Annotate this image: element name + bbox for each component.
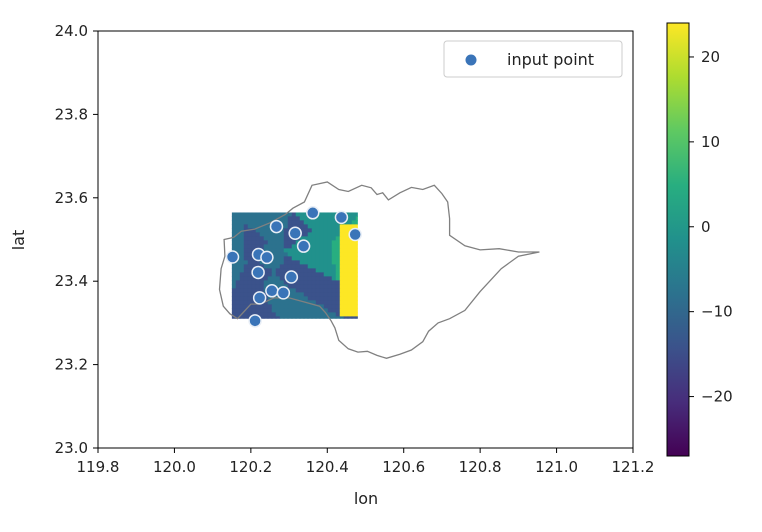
y-tick-label: 23.0 [55,439,88,457]
colorbar: 20 10 0 −10 −20 [666,22,733,457]
scatter-points-layer [225,206,362,328]
x-tick-label: 120.6 [382,458,425,476]
legend-label: input point [507,50,594,69]
x-tick-label: 120.0 [153,458,196,476]
axes-layer: 119.8 120.0 120.2 120.4 120.6 120.8 121.0 121.2… [55,22,655,476]
x-axis-label: lon [354,489,378,508]
input-point [251,265,265,280]
x-tick-label: 119.8 [77,458,120,476]
input-point [276,286,291,300]
colorbar-gradient [666,22,690,457]
input-point [252,291,267,305]
input-point [334,210,349,225]
input-point [306,206,320,220]
x-tick-label: 121.0 [535,458,578,476]
y-tick-label: 23.6 [55,189,88,207]
input-point [225,250,240,264]
input-point [269,219,284,234]
x-tick-label: 121.2 [612,458,655,476]
y-tick-label: 23.4 [55,272,88,290]
axes-frame [97,30,634,449]
input-point [348,227,362,242]
x-tick-label: 120.4 [306,458,349,476]
colorbar-tick-label: −10 [701,303,733,321]
input-point [265,284,279,298]
colorbar-tick-label: 0 [701,218,711,236]
legend-box [443,40,623,78]
legend-marker [465,54,477,66]
colorbar-tick-label: −20 [701,388,733,406]
input-point [248,314,262,328]
y-axis-label: lat [9,230,28,251]
y-tick-label: 23.8 [55,105,88,123]
x-tick-label: 120.2 [229,458,272,476]
y-tick-label: 24.0 [55,22,88,40]
y-tick-label: 23.2 [55,356,88,374]
input-point [260,250,274,265]
input-point [284,270,299,284]
input-point [296,239,311,253]
input-point [288,226,302,240]
x-tick-label: 120.8 [459,458,502,476]
colorbar-tick-label: 10 [701,133,720,151]
colorbar-tick-label: 20 [701,48,720,66]
legend: input point [443,40,623,78]
